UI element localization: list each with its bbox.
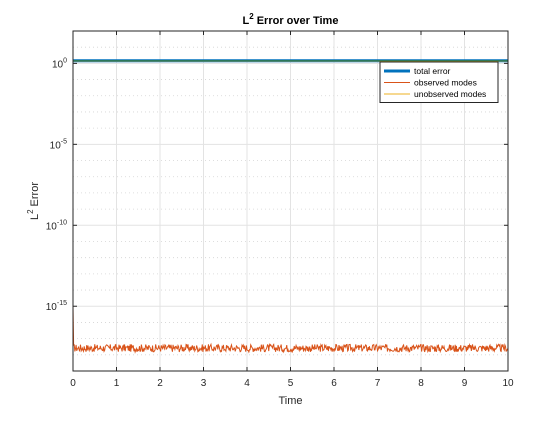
y-axis-label-prefix: L	[29, 214, 41, 220]
x-tick-label: 6	[331, 378, 337, 389]
legend-label: total error	[414, 66, 451, 76]
y-tick-label-exponent: -15	[57, 300, 67, 307]
y-tick-label-base: 10	[46, 302, 58, 313]
chart-title-prefix: L	[243, 15, 250, 27]
x-tick-label: 2	[157, 378, 163, 389]
series-line-1	[72, 306, 509, 354]
y-tick-label-base: 10	[50, 140, 62, 151]
y-tick-label-exponent: -10	[57, 219, 67, 226]
x-tick-label: 0	[70, 378, 76, 389]
y-axis-label-text: Error	[29, 182, 41, 207]
x-tick-label: 1	[114, 378, 120, 389]
chart-title: L2 Error over Time	[243, 12, 339, 27]
chart-title-superscript: 2	[249, 12, 254, 21]
y-tick-label-exponent: 0	[63, 57, 67, 64]
y-tick-label: 100	[52, 57, 67, 70]
y-axis-label: L2 Error	[26, 182, 41, 220]
y-tick-label: 10-15	[46, 300, 67, 313]
legend-label: unobserved modes	[414, 89, 486, 99]
x-tick-label: 9	[462, 378, 468, 389]
y-tick-label: 10-10	[46, 219, 67, 232]
chart-title-text: Error over Time	[257, 15, 339, 27]
y-tick-label-base: 10	[52, 59, 64, 70]
x-tick-label: 5	[288, 378, 294, 389]
x-tick-label: 4	[244, 378, 250, 389]
x-tick-label: 10	[502, 378, 514, 389]
y-tick-label-exponent: -5	[61, 138, 67, 145]
x-axis-label: Time	[278, 395, 302, 407]
x-tick-label: 7	[375, 378, 381, 389]
legend-label: observed modes	[414, 78, 477, 88]
y-axis-label-superscript: 2	[26, 209, 35, 214]
grid-layer	[72, 30, 509, 372]
series-layer	[72, 59, 509, 354]
x-tick-label: 3	[201, 378, 207, 389]
y-tick-label: 10-5	[50, 138, 67, 151]
x-tick-label: 8	[418, 378, 424, 389]
y-tick-label-base: 10	[46, 221, 58, 232]
